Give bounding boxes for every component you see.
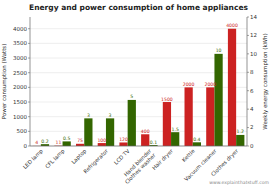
data-label: 0.2 (41, 139, 48, 144)
bars (33, 29, 245, 146)
bar (236, 135, 244, 146)
tick-label: 4000 (13, 26, 27, 32)
axis-title: Power consumption (Watts) (1, 44, 8, 120)
tick-label: 1000 (13, 114, 27, 120)
data-label: 0.4 (193, 137, 200, 142)
data-label: 400 (141, 129, 150, 134)
category-label-group: Hair dryer (151, 147, 175, 171)
data-label: 3 (87, 113, 90, 118)
category-label: Laptop (70, 147, 88, 165)
tick-label: 8 (250, 69, 254, 75)
tick-label: 2000 (13, 84, 27, 90)
bar (163, 102, 171, 146)
data-label: 1500 (161, 97, 173, 102)
tick-label: 12 (250, 32, 257, 38)
bar (228, 29, 236, 146)
chart: Energy and power consumption of home app… (0, 0, 271, 186)
watermark: www.explainthatstuff.com (209, 180, 269, 185)
tick-label: 500 (17, 128, 28, 134)
category-label-group: LCD TV (113, 148, 131, 166)
category-label-group: Kettle (181, 148, 196, 163)
data-label: 5 (130, 94, 133, 99)
bar (128, 100, 136, 146)
tick-label: 1500 (13, 99, 27, 105)
data-label: 2000 (183, 82, 195, 87)
data-label: 1.2 (237, 129, 244, 134)
category-label-group: CFL lamp (44, 147, 67, 170)
axis-line (30, 17, 31, 146)
tick-label: 6 (250, 88, 254, 94)
category-label: Clothes dryer (210, 147, 241, 178)
category-label: CFL lamp (44, 147, 67, 170)
tick-label: 0 (24, 143, 28, 149)
bar (63, 141, 71, 146)
bar (185, 87, 193, 146)
bar (193, 142, 201, 146)
category-label-group: LED lamp (22, 147, 45, 170)
data-label: 10 (216, 48, 222, 53)
category-label-group: Laptop (70, 147, 88, 165)
tick-label: 10 (250, 51, 257, 57)
bar (84, 118, 92, 146)
bar (106, 118, 114, 146)
data-label: 4000 (226, 23, 238, 28)
bar (141, 134, 149, 146)
category-label: LED lamp (22, 147, 45, 170)
grid-line (30, 43, 247, 44)
data-label: 2000 (204, 82, 216, 87)
grid (30, 29, 247, 146)
data-label: 75 (77, 138, 83, 143)
data-label: 3 (109, 113, 112, 118)
tick-label: 3000 (13, 55, 27, 61)
data-label: 4 (35, 140, 38, 145)
data-label: 1.5 (172, 127, 179, 132)
tick-label: 3500 (13, 40, 27, 46)
title: Energy and power consumption of home app… (29, 3, 248, 12)
tick-label: 2500 (13, 70, 27, 76)
tick-label: 14 (250, 14, 257, 20)
axis-line (30, 146, 247, 147)
grid-line (30, 28, 247, 29)
data-label: 0.5 (63, 136, 70, 141)
category-label: Hair dryer (151, 147, 175, 171)
category-label: LCD TV (113, 148, 131, 166)
tick-label: 2 (250, 124, 254, 130)
category-label-group: Refrigerator (82, 147, 110, 175)
axis-line (247, 17, 248, 146)
category-label: Refrigerator (82, 147, 110, 175)
bar (119, 142, 127, 146)
data-label: 120 (119, 137, 128, 142)
axis-title: Weekly energy consumption (kWh) (262, 33, 269, 129)
data-label: 11 (55, 140, 61, 145)
tick-label: 4 (250, 106, 254, 112)
bar (98, 143, 106, 146)
bar (171, 132, 179, 146)
data-labels: 4 11 75 100 120 400 1500 2000 2000 4000 0.2 0.5 3 3 5 0… (35, 23, 244, 145)
data-label: 100 (97, 138, 106, 143)
category-label: Kettle (181, 148, 196, 163)
grid-line (30, 146, 247, 147)
bar (214, 54, 222, 146)
bar (206, 87, 214, 146)
data-label: 0.1 (150, 140, 157, 145)
category-label-group: Clothes dryer (210, 147, 241, 178)
tick-label: 0 (250, 143, 254, 149)
